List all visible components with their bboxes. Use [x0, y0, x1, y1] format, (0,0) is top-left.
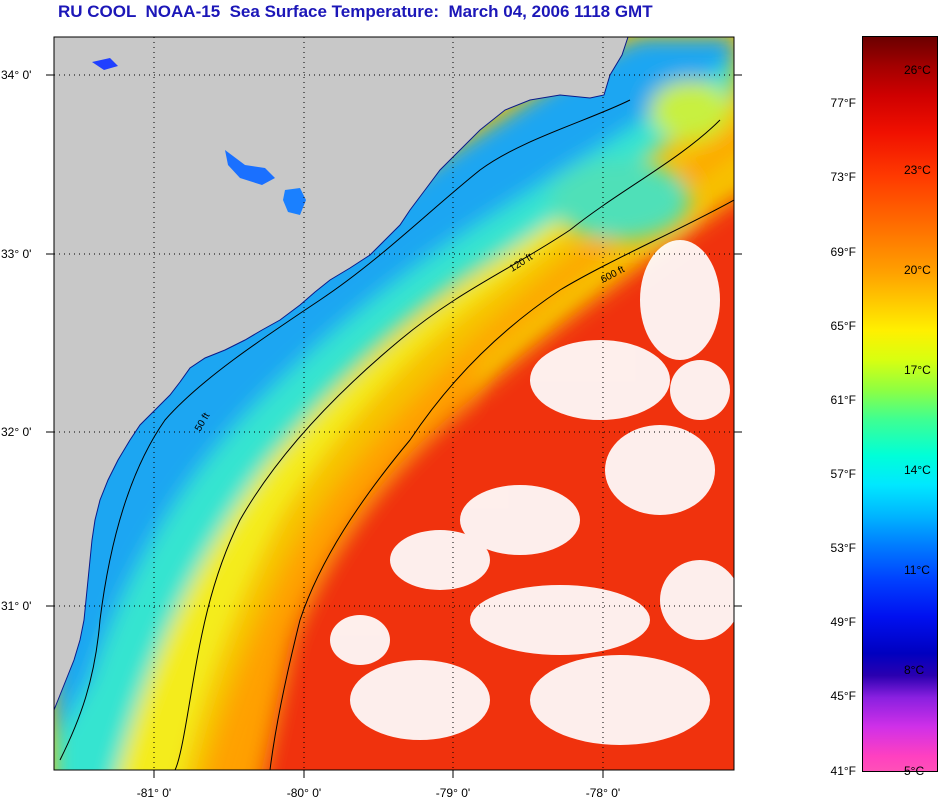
colorbar-c-label: 17°C [904, 363, 931, 377]
lat-label-32: 32° 0' [1, 425, 31, 439]
lat-lon-grid [54, 37, 734, 770]
colorbar-f-label: 69°F [830, 245, 856, 259]
colorbar-c-label: 8°C [904, 663, 925, 677]
colorbar-f-label: 45°F [830, 689, 856, 703]
colorbar-f-label: 65°F [830, 319, 856, 333]
lat-label-31: 31° 0' [1, 599, 31, 613]
depth-contours [59, 99, 734, 770]
lake-small [92, 58, 118, 70]
lon-label-79: -79° 0' [436, 786, 470, 800]
lat-label-34: 34° 0' [1, 68, 31, 82]
lon-label-80: -80° 0' [287, 786, 321, 800]
land-mass [54, 37, 629, 711]
cloud-cover [330, 240, 734, 745]
lake-marion [225, 150, 275, 185]
colorbar-f-label: 77°F [830, 96, 856, 110]
colorbar-f-label: 53°F [830, 541, 856, 555]
colorbar-f-label: 61°F [830, 393, 856, 407]
lake-moultrie [283, 188, 306, 215]
colorbar-c-label: 23°C [904, 163, 931, 177]
colorbar-f-label: 49°F [830, 615, 856, 629]
temperature-colorbar [862, 36, 938, 772]
lat-label-33: 33° 0' [1, 247, 31, 261]
colorbar-f-label: 57°F [830, 467, 856, 481]
lon-label-78: -78° 0' [586, 786, 620, 800]
colorbar-f-label: 41°F [830, 764, 856, 778]
colorbar-f-label: 73°F [830, 170, 856, 184]
colorbar-c-label: 11°C [904, 563, 930, 577]
map-title: RU COOL NOAA-15 Sea Surface Temperature:… [58, 2, 653, 21]
colorbar-c-label: 14°C [904, 463, 931, 477]
colorbar-c-label: 20°C [904, 263, 931, 277]
colorbar-c-label: 5°C [904, 764, 925, 778]
lon-label-81: -81° 0' [137, 786, 171, 800]
colorbar-c-label: 26°C [904, 63, 931, 77]
